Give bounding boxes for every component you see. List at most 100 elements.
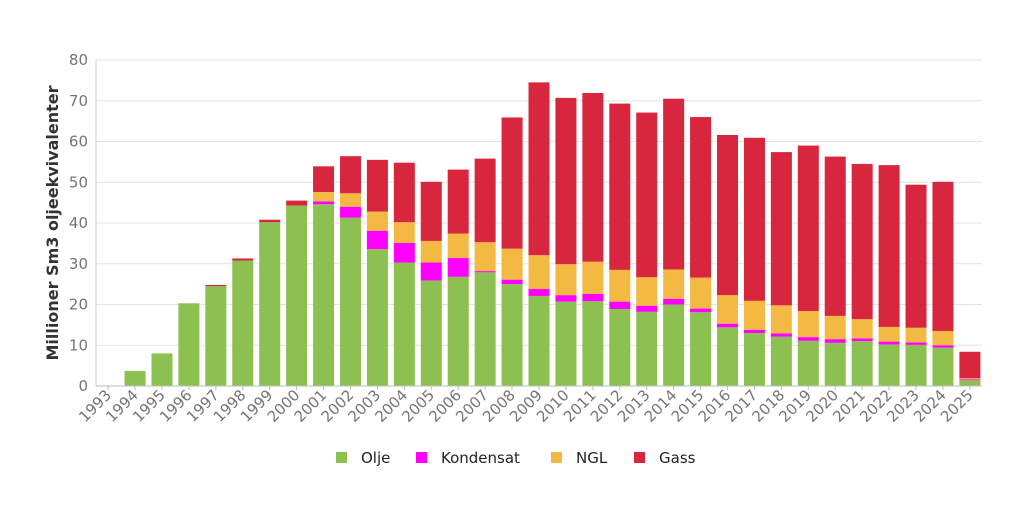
bar-gass-1997 <box>205 284 227 287</box>
bar-kondensat-2011 <box>582 293 604 302</box>
bar-olje-2019 <box>797 340 819 386</box>
bar-gass-2002 <box>339 156 361 194</box>
bar-gass-2006 <box>447 169 469 234</box>
bar-kondensat-2016 <box>717 323 739 328</box>
bar-ngl-2025 <box>959 378 981 380</box>
bar-olje-2008 <box>501 284 523 386</box>
bar-ngl-2023 <box>905 327 927 343</box>
bar-olje-2022 <box>878 344 900 386</box>
bar-gass-2000 <box>286 200 308 206</box>
bar-olje-1996 <box>178 303 200 386</box>
bar-olje-1995 <box>151 353 173 386</box>
legend-item-ngl[interactable]: NGL <box>551 449 608 467</box>
legend-label: Olje <box>361 449 390 467</box>
bar-kondensat-2001 <box>313 201 335 205</box>
bar-olje-2021 <box>851 341 873 386</box>
bar-ngl-2015 <box>690 277 712 309</box>
bar-olje-2018 <box>770 336 792 386</box>
bar-kondensat-2014 <box>663 298 685 305</box>
y-tick-label: 0 <box>78 377 88 395</box>
y-axis-title: Millioner Sm3 oljeekvivalenter <box>43 85 62 360</box>
bar-olje-1994 <box>124 370 146 386</box>
bar-kondensat-2021 <box>851 338 873 342</box>
bar-gass-2016 <box>717 134 739 296</box>
bar-kondensat-2004 <box>393 242 415 263</box>
bar-kondensat-2015 <box>690 308 712 313</box>
bar-ngl-2008 <box>501 248 523 280</box>
bar-kondensat-2006 <box>447 258 469 277</box>
bars <box>124 82 981 386</box>
bar-olje-2013 <box>636 311 658 386</box>
y-tick-label: 30 <box>69 255 88 273</box>
bar-kondensat-2003 <box>366 230 388 250</box>
y-tick-label: 80 <box>69 51 88 69</box>
bar-olje-2006 <box>447 276 469 386</box>
bar-gass-2008 <box>501 117 523 249</box>
bar-olje-2001 <box>313 204 335 386</box>
legend-label: Kondensat <box>441 449 520 467</box>
bar-gass-2007 <box>474 158 496 243</box>
bar-ngl-2012 <box>609 269 631 302</box>
bar-kondensat-2013 <box>636 305 658 312</box>
bar-ngl-2004 <box>393 222 415 243</box>
bar-olje-1997 <box>205 286 227 386</box>
bar-kondensat-2022 <box>878 341 900 345</box>
bar-gass-2010 <box>555 97 577 265</box>
bar-ngl-2005 <box>420 240 442 263</box>
bar-olje-2010 <box>555 301 577 386</box>
legend-label: Gass <box>659 449 696 467</box>
bar-gass-2015 <box>690 117 712 278</box>
y-tick-label: 10 <box>69 336 88 354</box>
bar-olje-2002 <box>339 217 361 386</box>
bar-gass-2004 <box>393 162 415 223</box>
bar-ngl-2019 <box>797 311 819 338</box>
y-tick-label: 60 <box>69 133 88 151</box>
bar-olje-2004 <box>393 262 415 386</box>
bar-ngl-2016 <box>717 295 739 324</box>
y-tick-label: 70 <box>69 92 88 110</box>
legend-item-kondensat[interactable]: Kondensat <box>416 449 520 467</box>
bar-ngl-2007 <box>474 242 496 272</box>
bar-ngl-2014 <box>663 269 685 299</box>
bar-olje-1999 <box>259 222 281 386</box>
bar-kondensat-2018 <box>770 333 792 337</box>
bar-kondensat-2024 <box>932 345 954 348</box>
bar-olje-2009 <box>528 295 550 386</box>
y-tick-label: 50 <box>69 173 88 191</box>
bar-olje-2000 <box>286 205 308 386</box>
bar-kondensat-2025 <box>959 379 981 381</box>
legend-swatch <box>551 452 562 463</box>
bar-olje-2005 <box>420 280 442 386</box>
bar-gass-2025 <box>959 351 981 379</box>
bar-kondensat-2009 <box>528 289 550 296</box>
bar-ngl-2011 <box>582 261 604 294</box>
bar-ngl-2013 <box>636 277 658 306</box>
bar-gass-2003 <box>366 159 388 212</box>
bar-ngl-2017 <box>743 300 765 330</box>
bar-ngl-2020 <box>824 315 846 340</box>
bar-kondensat-2017 <box>743 329 765 334</box>
legend-item-gass[interactable]: Gass <box>634 449 696 467</box>
legend-item-olje[interactable]: Olje <box>336 449 390 467</box>
bar-gass-2009 <box>528 82 550 256</box>
bar-gass-2005 <box>420 181 442 241</box>
bar-kondensat-2020 <box>824 339 846 343</box>
legend-swatch <box>336 452 347 463</box>
bar-olje-1998 <box>232 260 254 386</box>
bar-olje-2025 <box>959 380 981 386</box>
bar-ngl-2022 <box>878 326 900 342</box>
bar-gass-2019 <box>797 145 819 312</box>
legend-swatch <box>416 452 427 463</box>
bar-kondensat-2002 <box>339 206 361 218</box>
bar-olje-2003 <box>366 249 388 386</box>
bar-ngl-2021 <box>851 319 873 339</box>
bar-ngl-2003 <box>366 211 388 231</box>
bar-kondensat-2010 <box>555 295 577 302</box>
bar-olje-2014 <box>663 304 685 386</box>
bar-kondensat-2019 <box>797 337 819 341</box>
legend-swatch <box>634 452 645 463</box>
legend-label: NGL <box>576 449 608 467</box>
bar-gass-2022 <box>878 165 900 327</box>
